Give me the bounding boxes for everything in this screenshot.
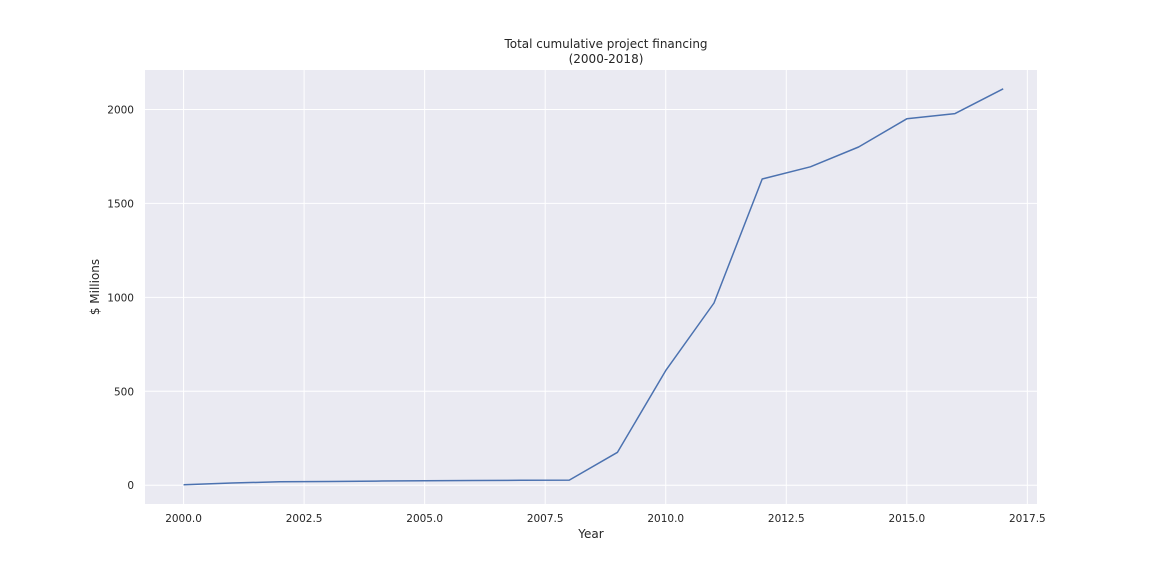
- x-tick-labels: 2000.0 2002.5 2005.0 2007.5 2010.0 2012.5 2015…: [165, 513, 1046, 525]
- y-tick-label: 2000: [107, 104, 134, 116]
- grid-lines: [145, 70, 1037, 504]
- x-tick-label: 2005.0: [406, 513, 443, 525]
- x-axis-label: Year: [577, 527, 603, 541]
- x-tick-label: 2015.0: [888, 513, 925, 525]
- plot-area: [145, 70, 1037, 504]
- series-layer: [183, 88, 1004, 486]
- y-tick-label: 1000: [107, 292, 134, 304]
- y-tick-labels: 0 500 1000 1500 2000: [107, 104, 134, 492]
- y-tick-label: 1500: [107, 198, 134, 210]
- x-tick-label: 2010.0: [647, 513, 684, 525]
- x-tick-label: 2007.5: [527, 513, 564, 525]
- x-tick-label: 2000.0: [165, 513, 202, 525]
- y-axis-label: $ Millions: [88, 259, 102, 315]
- chart-title: Total cumulative project financing: [503, 37, 707, 51]
- x-tick-label: 2017.5: [1009, 513, 1046, 525]
- series-line: [183, 88, 1004, 486]
- x-tick-label: 2002.5: [286, 513, 323, 525]
- y-tick-label: 0: [127, 480, 134, 492]
- chart-subtitle: (2000-2018): [569, 52, 644, 66]
- y-tick-label: 500: [114, 386, 134, 398]
- x-tick-label: 2012.5: [768, 513, 805, 525]
